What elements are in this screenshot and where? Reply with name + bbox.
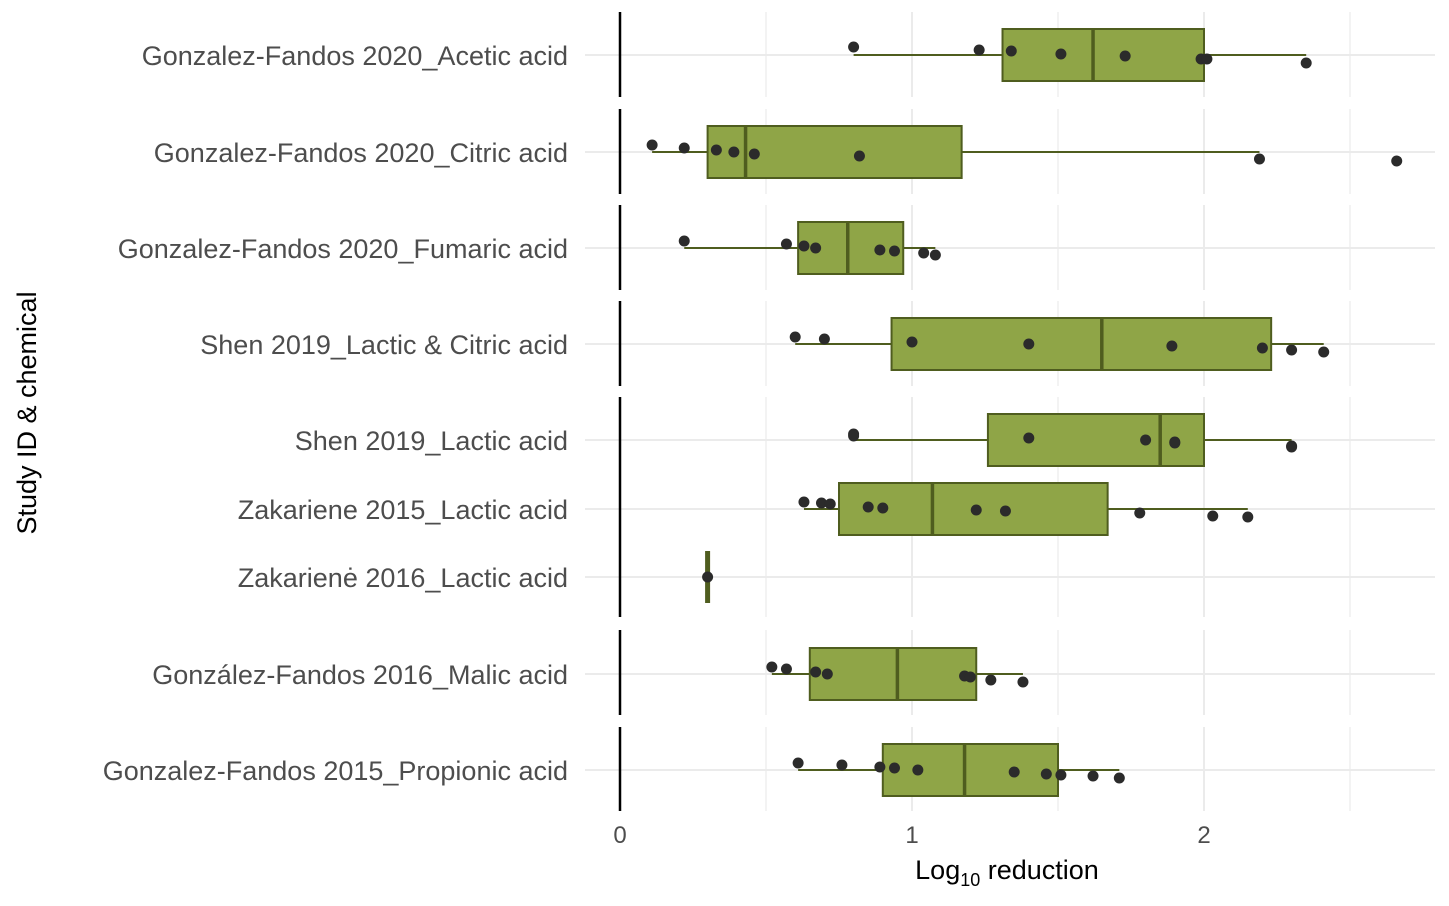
box-7 [702,551,714,603]
data-point [1140,434,1152,446]
data-point [1169,437,1181,449]
box-5 [848,413,1298,467]
data-point [912,764,924,776]
data-point [646,139,658,151]
data-point [728,146,740,158]
data-point [792,757,804,769]
data-point [1256,342,1268,354]
data-point [906,336,918,348]
data-point [798,240,810,252]
data-point [1286,441,1298,453]
data-point [862,501,874,513]
data-point [1207,510,1219,522]
data-point [815,497,827,509]
data-point [702,571,714,583]
data-point [1055,48,1067,60]
box-9 [792,743,1125,797]
data-point [1023,432,1035,444]
data-point [780,238,792,250]
box-3 [678,221,941,275]
data-point [824,498,836,510]
data-point [1040,768,1052,780]
category-label: Gonzalez-Fandos 2020_Fumaric acid [118,234,568,264]
box-4 [789,317,1330,371]
category-label: Shen 2019_Lactic & Citric acid [200,330,568,360]
y-axis-title: Study ID & chemical [12,291,42,534]
category-label: Gonzalez-Fandos 2020_Citric acid [154,138,568,168]
category-label: Zakariene 2015_Lactic acid [238,495,568,525]
x-tick-label: 2 [1197,822,1210,849]
data-point [780,663,792,675]
data-point [848,430,860,442]
panels-layer [618,12,1403,811]
data-point [789,331,801,343]
data-point [678,142,690,154]
data-point [985,674,997,686]
data-point [888,762,900,774]
box-iqr [1001,28,1206,82]
box-iqr [808,647,978,701]
data-point [877,502,889,514]
data-point [798,496,810,508]
data-point [1005,45,1017,57]
x-tick-label: 1 [905,822,918,849]
box-2 [646,125,1403,179]
data-point [1201,53,1213,65]
data-point [999,505,1011,517]
data-point [810,242,822,254]
data-point [1113,772,1125,784]
data-point [766,661,778,673]
data-point [888,245,900,257]
box-1 [848,28,1312,82]
category-labels: Gonzalez-Fandos 2020_Acetic acid Gonzalez… [103,41,568,786]
data-point [1055,769,1067,781]
data-point [818,333,830,345]
box-6 [798,482,1254,536]
box-8 [766,647,1029,701]
data-point [1008,766,1020,778]
data-point [853,150,865,162]
data-point [970,504,982,516]
box-iqr [881,743,1059,797]
category-label: Gonzalez-Fandos 2015_Propionic acid [103,756,568,786]
data-point [810,666,822,678]
x-tick-label: 0 [613,822,626,849]
box-iqr [890,317,1273,371]
data-point [1119,50,1131,62]
data-point [748,148,760,160]
data-point [821,668,833,680]
data-point [1023,338,1035,350]
data-point [1391,155,1403,167]
category-label: González-Fandos 2016_Malic acid [152,660,568,690]
data-point [1286,344,1298,356]
data-point [964,671,976,683]
data-point [678,235,690,247]
data-point [973,44,985,56]
data-point [1300,57,1312,69]
data-point [1318,346,1330,358]
data-point [874,244,886,256]
data-point [1253,153,1265,165]
data-point [710,144,722,156]
category-label: Gonzalez-Fandos 2020_Acetic acid [142,41,568,71]
data-point [874,761,886,773]
data-point [848,41,860,53]
data-point [1166,340,1178,352]
data-point [918,247,930,259]
category-label: Zakarienė 2016_Lactic acid [238,563,568,593]
x-axis-title: Log10 reduction [915,855,1099,890]
data-point [1134,507,1146,519]
data-point [1017,676,1029,688]
data-point [929,249,941,261]
data-point [1087,770,1099,782]
data-point [1242,511,1254,523]
category-label: Shen 2019_Lactic acid [295,426,568,456]
data-point [836,759,848,771]
x-tick-labels: 0 1 2 [613,822,1210,849]
